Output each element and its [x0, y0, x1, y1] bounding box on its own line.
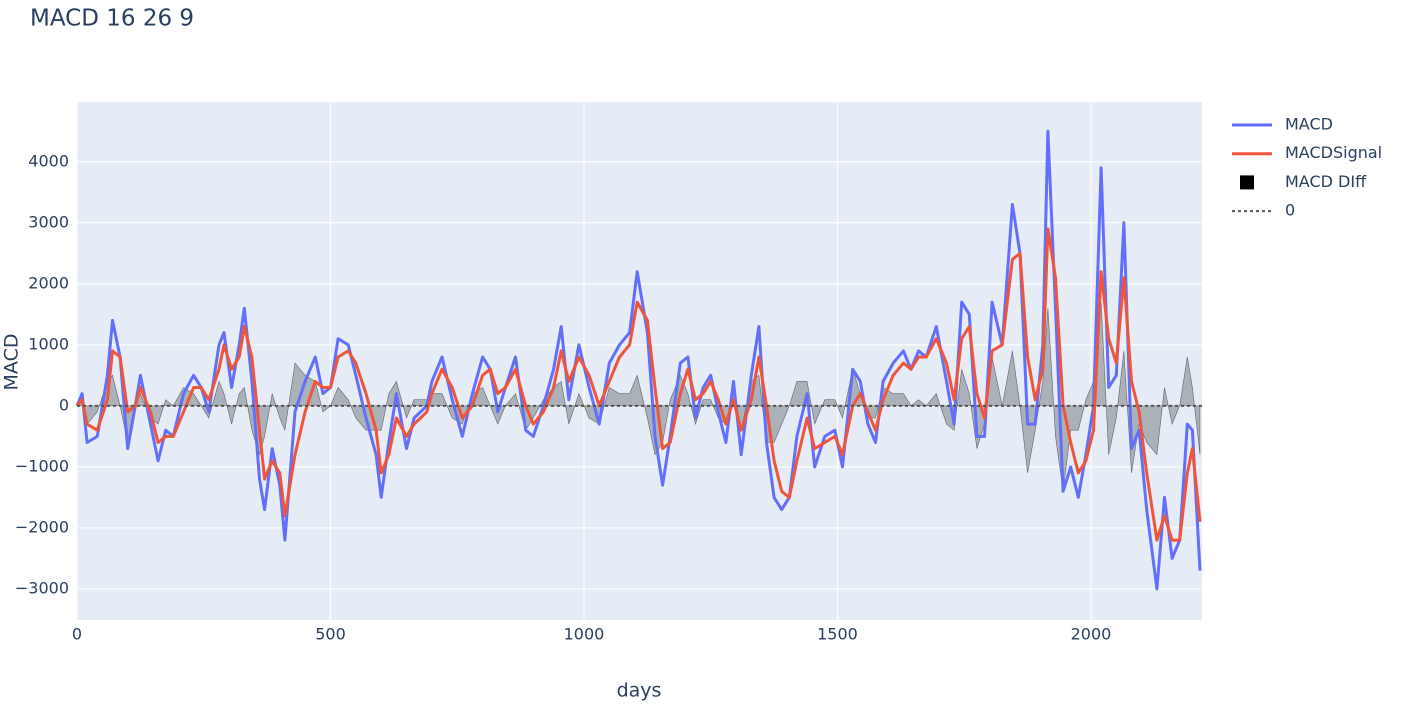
series-line	[75, 129, 1202, 591]
legend-label: MACD DIff	[1285, 172, 1367, 191]
y-tick-label: 3000	[28, 212, 69, 231]
x-tick-label: 2000	[1071, 625, 1112, 644]
legend-label: MACD	[1285, 115, 1333, 134]
legend-label: 0	[1285, 201, 1295, 220]
x-axis-title: days	[617, 680, 662, 702]
y-tick-label: 2000	[28, 273, 69, 292]
x-tick-label: 0	[72, 625, 82, 644]
y-tick-label: 4000	[28, 151, 69, 170]
y-tick-label: 1000	[28, 334, 69, 353]
y-axis-title: MACD	[1, 334, 23, 391]
x-tick-label: 500	[315, 625, 346, 644]
y-tick-label: 0	[59, 395, 69, 414]
x-tick-label: 1500	[817, 625, 858, 644]
y-tick-label: −2000	[15, 517, 69, 536]
diff-area	[76, 302, 1201, 492]
legend-label: MACDSignal	[1285, 143, 1382, 162]
plot-area	[77, 102, 1202, 620]
series-line	[75, 227, 1202, 542]
y-tick-label: −1000	[15, 456, 69, 475]
legend-swatch	[1240, 175, 1254, 190]
chart-title: MACD 16 26 9	[30, 6, 194, 32]
x-tick-label: 1000	[564, 625, 605, 644]
y-tick-label: −3000	[15, 578, 69, 597]
